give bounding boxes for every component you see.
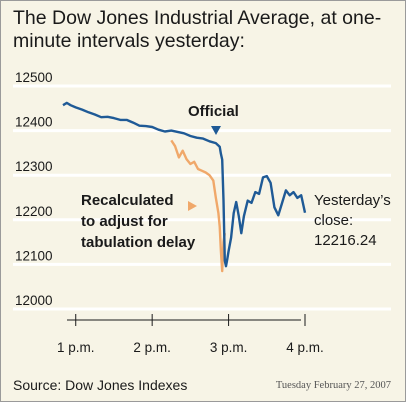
- recalculated-label-line: Recalculated: [81, 192, 174, 209]
- x-axis: 1 p.m. 2 p.m. 3 p.m. 4 p.m.: [57, 314, 324, 355]
- y-tick-label: 12400: [15, 115, 53, 130]
- close-label-line: 12216.24: [314, 232, 377, 249]
- x-tick-label: 3 p.m.: [210, 340, 248, 355]
- x-tick-label: 1 p.m.: [57, 340, 95, 355]
- y-tick-label: 12500: [15, 70, 53, 85]
- source-note: Source: Dow Jones Indexes: [13, 377, 188, 393]
- close-label-line: close:: [314, 212, 353, 229]
- y-tick-label: 12300: [15, 159, 53, 174]
- chart-title: The Dow Jones Industrial Average, at one…: [13, 7, 382, 52]
- recalculated-marker: [188, 201, 197, 211]
- x-tick-label: 4 p.m.: [286, 340, 324, 355]
- grid-lines: 12500 12400 12300 12200 12100 12000: [13, 70, 391, 311]
- y-tick-label: 12000: [15, 293, 53, 308]
- series-lines: [62, 101, 307, 273]
- y-tick-label: 12200: [15, 204, 53, 219]
- recalculated-label-line: to adjust for: [81, 213, 168, 230]
- official-marker: [211, 126, 221, 135]
- close-label-line: Yesterday’s: [314, 192, 391, 209]
- x-tick-label: 2 p.m.: [133, 340, 171, 355]
- official-series-line: [62, 101, 307, 268]
- official-label: Official: [188, 103, 239, 120]
- annotations: Official Recalculated to adjust for tabulat…: [81, 103, 391, 251]
- y-tick-label: 12100: [15, 248, 53, 263]
- publication-date: Tuesday February 27, 2007: [275, 380, 391, 391]
- recalculated-series-line: [170, 139, 226, 273]
- recalculated-label-line: tabulation delay: [81, 234, 196, 251]
